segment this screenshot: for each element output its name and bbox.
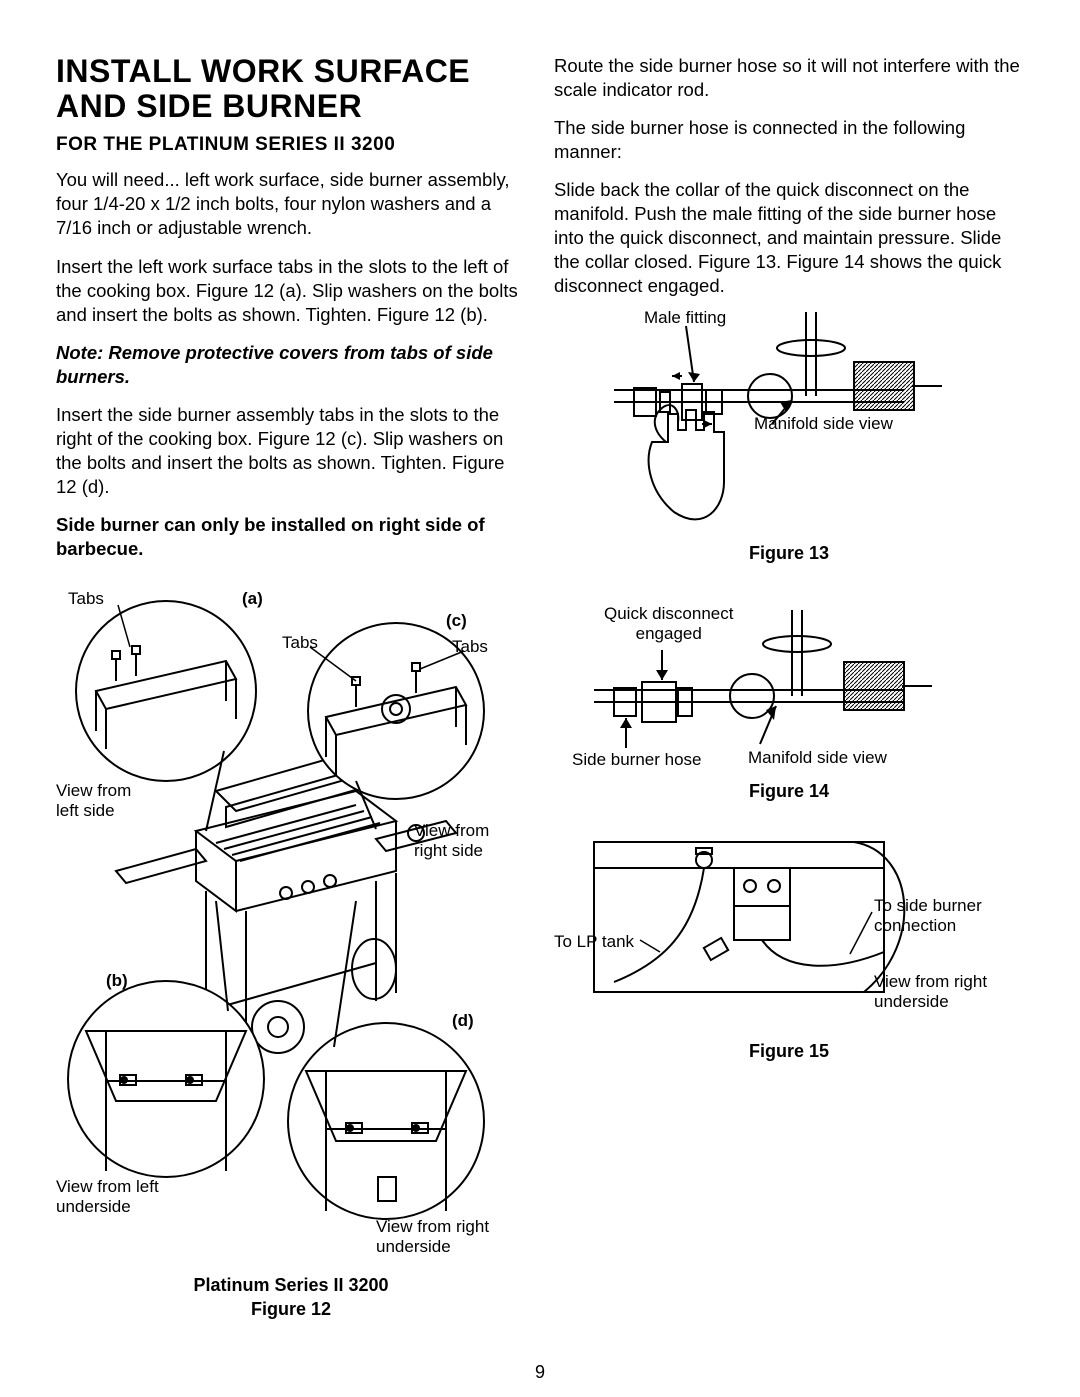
- tabs-label: Tabs: [452, 637, 488, 657]
- page-number: 9: [0, 1362, 1080, 1383]
- view-left-label: View from left side: [56, 781, 131, 820]
- fig-b-label: (b): [106, 971, 128, 991]
- paragraph: Route the side burner hose so it will no…: [554, 54, 1024, 102]
- paragraph: The side burner hose is connected in the…: [554, 116, 1024, 164]
- figure-13-diagram: [554, 312, 1024, 542]
- figure-15-diagram: [554, 822, 1024, 1052]
- view-right-under-label: View from right underside: [376, 1217, 489, 1256]
- figure-12: Tabs (a) (c) Tabs Tabs View from left si…: [56, 581, 526, 1321]
- paragraph: You will need... left work surface, side…: [56, 168, 526, 240]
- view-left-under-label: View from left underside: [56, 1177, 159, 1216]
- figure-12-caption-1: Platinum Series II 3200: [193, 1275, 388, 1295]
- figure-14-caption: Figure 14: [554, 780, 1024, 803]
- fig-a-label: (a): [242, 589, 263, 609]
- figure-13-caption: Figure 13: [554, 542, 1024, 565]
- figure-12-diagram: [56, 581, 506, 1271]
- figure-14-diagram: [554, 592, 1024, 792]
- tabs-label: Tabs: [68, 589, 104, 609]
- paragraph: Insert the left work surface tabs in the…: [56, 255, 526, 327]
- note: Note: Remove protective covers from tabs…: [56, 341, 526, 389]
- paragraph: Slide back the collar of the quick disco…: [554, 178, 1024, 298]
- figure-15-caption: Figure 15: [554, 1040, 1024, 1063]
- tabs-label: Tabs: [282, 633, 318, 653]
- fig-c-label: (c): [446, 611, 467, 631]
- section-title: Install Work Surface and Side Burner: [56, 54, 526, 124]
- warning: Side burner can only be installed on rig…: [56, 513, 526, 561]
- section-subtitle: For the Platinum Series II 3200: [56, 134, 526, 156]
- view-right-label: View from right side: [414, 821, 489, 860]
- paragraph: Insert the side burner assembly tabs in …: [56, 403, 526, 499]
- fig-d-label: (d): [452, 1011, 474, 1031]
- figure-12-caption-2: Figure 12: [251, 1299, 331, 1319]
